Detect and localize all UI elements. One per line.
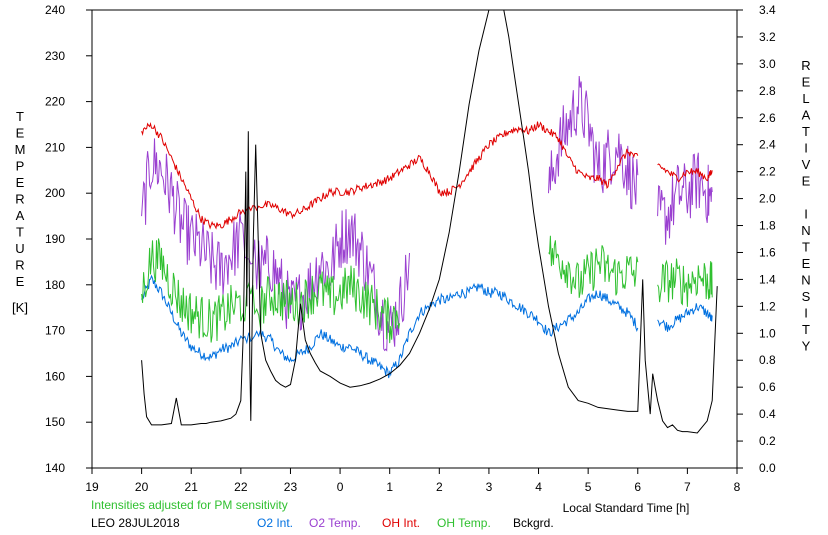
right-tick-label: 2.6 [759, 111, 776, 125]
x-tick-label: 22 [234, 480, 248, 494]
sensitivity-note: Intensities adjusted for PM sensitivity [91, 498, 288, 512]
left-title-letter: R [15, 192, 24, 207]
right-title-letter: E [802, 174, 811, 189]
right-tick-label: 0.6 [759, 380, 776, 394]
right-tick-label: 3.4 [759, 3, 776, 17]
series-line [657, 303, 713, 332]
legend-item: Bckgrd. [513, 516, 554, 530]
right-title-letter: I [804, 306, 808, 321]
series-line [141, 274, 639, 379]
x-tick-label: 2 [436, 480, 443, 494]
right-title-letter: I [804, 141, 808, 156]
left-tick-label: 230 [45, 49, 65, 63]
right-tick-label: 1.6 [759, 245, 776, 259]
x-axis-label: Local Standard Time [h] [563, 501, 690, 515]
right-tick-label: 2.4 [759, 138, 776, 152]
right-tick-label: 1.8 [759, 219, 776, 233]
x-axis-ticks: 19 20 21 22 23 0 1 2 3 4 5 6 7 8 [85, 468, 741, 494]
legend-item: OH Temp. [437, 516, 491, 530]
right-tick-label: 2.2 [759, 165, 776, 179]
series-line [548, 235, 639, 298]
x-tick-label: 7 [684, 480, 691, 494]
left-axis-unit: [K] [12, 300, 28, 315]
left-tick-label: 170 [45, 324, 65, 338]
series-line [141, 238, 401, 344]
series-line [141, 138, 410, 352]
series-line [141, 10, 718, 434]
right-tick-label: 1.2 [759, 299, 776, 313]
series-line [657, 163, 713, 183]
left-tick-label: 240 [45, 3, 65, 17]
x-tick-label: 5 [585, 480, 592, 494]
left-title-letter: U [15, 241, 24, 256]
right-title-letter: I [804, 207, 808, 222]
left-title-letter: E [16, 274, 25, 289]
legend-item: OH Int. [382, 516, 420, 530]
right-tick-label: 2.0 [759, 192, 776, 206]
right-title-letter: T [802, 240, 810, 255]
right-title-letter: T [802, 322, 810, 337]
x-tick-label: 20 [135, 480, 149, 494]
left-axis-ticks: 140 150 160 170 180 190 200 210 220 230 240 [45, 3, 92, 475]
left-title-letter: E [16, 175, 25, 190]
right-tick-label: 1.4 [759, 272, 776, 286]
left-tick-label: 210 [45, 140, 65, 154]
left-title-letter: T [16, 109, 24, 124]
legend: O2 Int. O2 Temp. OH Int. OH Temp. Bckgrd. [257, 516, 554, 530]
right-tick-label: 3.0 [759, 57, 776, 71]
left-tick-label: 200 [45, 186, 65, 200]
x-tick-label: 23 [284, 480, 298, 494]
right-tick-label: 1.0 [759, 326, 776, 340]
x-tick-label: 0 [337, 480, 344, 494]
left-title-letter: A [16, 208, 25, 223]
right-title-letter: Y [802, 339, 811, 354]
right-title-letter: T [802, 124, 810, 139]
right-tick-label: 0.2 [759, 434, 776, 448]
left-title-letter: P [16, 159, 25, 174]
x-tick-label: 21 [185, 480, 199, 494]
x-tick-label: 19 [85, 480, 99, 494]
left-tick-label: 160 [45, 369, 65, 383]
right-tick-label: 2.8 [759, 84, 776, 98]
station-date-label: LEO 28JUL2018 [91, 516, 180, 530]
left-title-letter: R [15, 258, 24, 273]
left-tick-label: 180 [45, 278, 65, 292]
series-line [141, 121, 639, 230]
legend-item: O2 Int. [257, 516, 293, 530]
right-title-letter: L [802, 91, 809, 106]
right-tick-label: 0.4 [759, 407, 776, 421]
x-tick-label: 8 [734, 480, 741, 494]
right-title-letter: A [802, 108, 811, 123]
left-tick-label: 190 [45, 232, 65, 246]
legend-item: O2 Temp. [309, 516, 361, 530]
right-title-letter: S [802, 289, 811, 304]
series-line [657, 152, 713, 245]
x-tick-label: 4 [535, 480, 542, 494]
right-title-letter: N [801, 273, 810, 288]
x-tick-label: 3 [486, 480, 493, 494]
left-tick-label: 150 [45, 415, 65, 429]
right-tick-label: 0.0 [759, 461, 776, 475]
left-tick-label: 220 [45, 95, 65, 109]
x-tick-label: 6 [634, 480, 641, 494]
left-title-letter: T [16, 225, 24, 240]
left-tick-label: 140 [45, 461, 65, 475]
x-tick-label: 1 [386, 480, 393, 494]
right-title-letter: E [802, 256, 811, 271]
series-line [657, 258, 713, 307]
right-tick-label: 3.2 [759, 30, 776, 44]
left-title-letter: E [16, 126, 25, 141]
left-title-letter: M [15, 142, 26, 157]
series-layer [141, 10, 718, 434]
right-title-letter: R [801, 58, 810, 73]
right-title-letter: N [801, 223, 810, 238]
right-title-letter: V [802, 157, 811, 172]
series-line [548, 75, 639, 210]
right-tick-label: 0.8 [759, 353, 776, 367]
right-axis-ticks: 0.0 0.2 0.4 0.6 0.8 1.0 1.2 1.4 1.6 1.8 2.0 2.2 2.4 2… [737, 3, 776, 475]
right-title-letter: E [802, 75, 811, 90]
